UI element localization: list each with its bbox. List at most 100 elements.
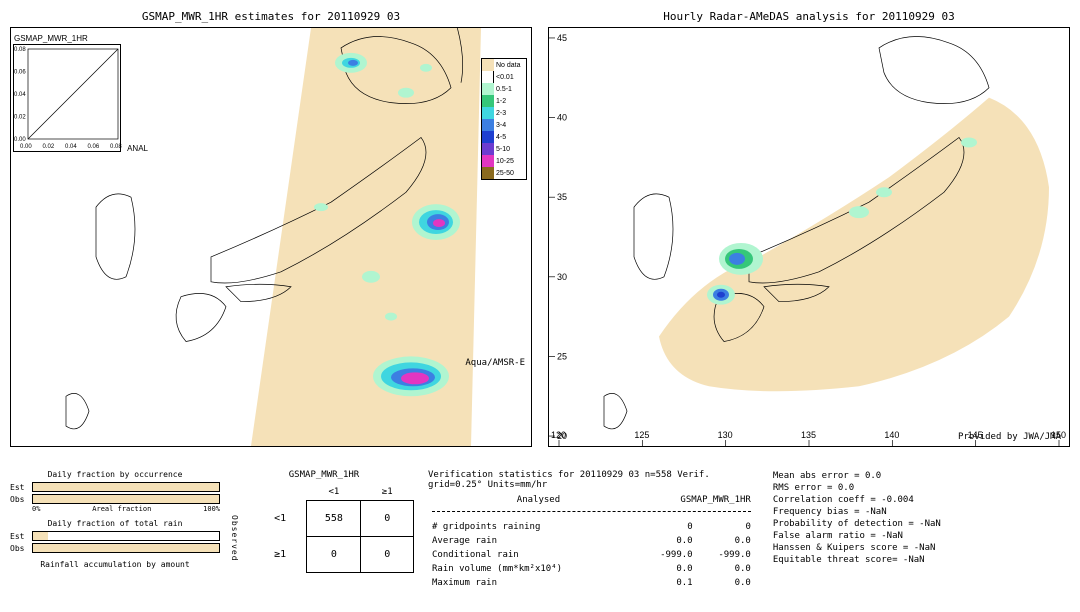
svg-text:120: 120	[551, 430, 566, 440]
stats-rows: # gridpoints raining00Average rain0.00.0…	[428, 519, 755, 591]
legend-swatch	[482, 143, 494, 155]
fraction-occurrence-title: Daily fraction by occurrence	[10, 470, 220, 479]
inset-x-label: ANAL	[127, 144, 148, 153]
fraction-occurrence: Daily fraction by occurrence Est Obs 0% …	[10, 470, 220, 513]
contingency-side-label: Observed	[230, 515, 239, 562]
stats-row: Rain volume (mm*km²x10⁴)0.00.0	[430, 563, 753, 575]
stats-score-line: Equitable threat score= -NaN	[773, 554, 1070, 566]
svg-text:0.00: 0.00	[20, 144, 32, 150]
stats-row: Maximum rain0.10.0	[430, 577, 753, 589]
axis-min: 0%	[32, 505, 40, 513]
legend-label: <0.01	[494, 74, 514, 81]
legend-swatch	[482, 71, 494, 83]
svg-text:45: 45	[557, 33, 567, 43]
legend-row: 3-4	[482, 119, 526, 131]
svg-text:30: 30	[557, 272, 567, 282]
legend-label: 0.5-1	[494, 86, 512, 93]
svg-text:0.02: 0.02	[14, 115, 26, 121]
legend-swatch	[482, 167, 494, 179]
ct-row-b: ≥1	[254, 536, 307, 572]
legend-row: 1-2	[482, 95, 526, 107]
stats-score-line: RMS error = 0.0	[773, 482, 1070, 494]
stats-row: Average rain0.00.0	[430, 535, 753, 547]
legend-row: 0.5-1	[482, 83, 526, 95]
stats-row: Conditional rain-999.0-999.0	[430, 549, 753, 561]
legend-label: No data	[494, 62, 521, 69]
legend-label: 4-5	[494, 134, 506, 141]
svg-text:0.02: 0.02	[43, 144, 55, 150]
stats-block: Verification statistics for 20110929 03 …	[428, 470, 1070, 610]
svg-text:25: 25	[557, 351, 567, 361]
legend-swatch	[482, 131, 494, 143]
est-label: Est	[10, 483, 32, 492]
color-legend: No data <0.01 0.5-1 1-2 2-3 3-4 4-5 5-10 10-25 25…	[481, 58, 527, 180]
legend-swatch	[482, 107, 494, 119]
bar-total-est	[33, 532, 48, 540]
legend-row: No data	[482, 59, 526, 71]
stats-left: Verification statistics for 20110929 03 …	[428, 470, 755, 610]
legend-row: 2-3	[482, 107, 526, 119]
inset-scatter: GSMAP_MWR_1HR 0.000.000.020.020.040.040.…	[13, 44, 121, 152]
axis-label-text: Areal fraction	[92, 505, 151, 513]
legend-row: 10-25	[482, 155, 526, 167]
stats-header: Verification statistics for 20110929 03 …	[428, 470, 755, 490]
svg-text:130: 130	[718, 430, 733, 440]
svg-text:0.08: 0.08	[110, 144, 122, 150]
legend-label: 3-4	[494, 122, 506, 129]
stats-score-line: Mean abs error = 0.0	[773, 470, 1070, 482]
legend-swatch	[482, 59, 494, 71]
contingency-block: GSMAP_MWR_1HR Observed <1 ≥1 <1 558 0 ≥1…	[234, 470, 414, 610]
map-credit: Provided by JWA/JMA	[958, 432, 1061, 442]
inset-svg: 0.000.000.020.020.040.040.060.060.080.08	[14, 45, 122, 153]
legend-label: 25-50	[494, 170, 514, 177]
legend-row: 5-10	[482, 143, 526, 155]
inset-title: GSMAP_MWR_1HR	[14, 34, 88, 43]
fraction-bars: Daily fraction by occurrence Est Obs 0% …	[10, 470, 220, 610]
legend-label: 10-25	[494, 158, 514, 165]
svg-text:135: 135	[801, 430, 816, 440]
stats-col-a: Analysed	[442, 494, 562, 506]
legend-label: 5-10	[494, 146, 510, 153]
fraction-accum-title: Rainfall accumulation by amount	[10, 560, 220, 569]
left-map-title: GSMAP_MWR_1HR estimates for 20110929 03	[10, 10, 532, 23]
legend-row: <0.01	[482, 71, 526, 83]
svg-text:35: 35	[557, 192, 567, 202]
contingency-title: GSMAP_MWR_1HR	[234, 470, 414, 480]
fraction-total-rain: Daily fraction of total rain Est Obs	[10, 519, 220, 554]
stats-table: Analysed GSMAP_MWR_1HR	[428, 492, 755, 519]
svg-text:0.04: 0.04	[65, 144, 77, 150]
stats-col-b: GSMAP_MWR_1HR	[564, 494, 753, 506]
stats-score-line: Hanssen & Kuipers score = -NaN	[773, 542, 1070, 554]
fraction-total-title: Daily fraction of total rain	[10, 519, 220, 528]
ct-row-a: <1	[254, 500, 307, 536]
left-map: No data <0.01 0.5-1 1-2 2-3 3-4 4-5 5-10 10-25 25…	[10, 27, 532, 447]
obs-label-2: Obs	[10, 544, 32, 553]
svg-text:0.08: 0.08	[14, 47, 26, 53]
bar-occurrence-obs	[33, 495, 219, 503]
bottom-panel: Daily fraction by occurrence Est Obs 0% …	[10, 470, 1070, 610]
stats-score-line: Correlation coeff = -0.004	[773, 494, 1070, 506]
svg-text:0.00: 0.00	[14, 137, 26, 143]
ct-cell-11: 0	[361, 536, 414, 572]
legend-label: 2-3	[494, 110, 506, 117]
svg-text:125: 125	[634, 430, 649, 440]
obs-label: Obs	[10, 495, 32, 504]
left-map-panel: GSMAP_MWR_1HR estimates for 20110929 03	[10, 10, 532, 460]
stats-score-line: Frequency bias = -NaN	[773, 506, 1070, 518]
satellite-label: Aqua/AMSR-E	[465, 358, 525, 368]
stats-score-line: Probability of detection = -NaN	[773, 518, 1070, 530]
ct-cell-00: 558	[307, 500, 361, 536]
est-label-2: Est	[10, 532, 32, 541]
right-map-svg: 202530354045 120125130135140145150	[549, 28, 1069, 446]
legend-swatch	[482, 155, 494, 167]
svg-text:140: 140	[884, 430, 899, 440]
axis-max: 100%	[203, 505, 220, 513]
ct-cell-10: 0	[307, 536, 361, 572]
bar-total-obs	[33, 544, 219, 552]
legend-swatch	[482, 119, 494, 131]
right-map-panel: Hourly Radar-AMeDAS analysis for 2011092…	[548, 10, 1070, 460]
svg-text:40: 40	[557, 113, 567, 123]
legend-row: 25-50	[482, 167, 526, 179]
ct-cell-01: 0	[361, 500, 414, 536]
legend-swatch	[482, 95, 494, 107]
